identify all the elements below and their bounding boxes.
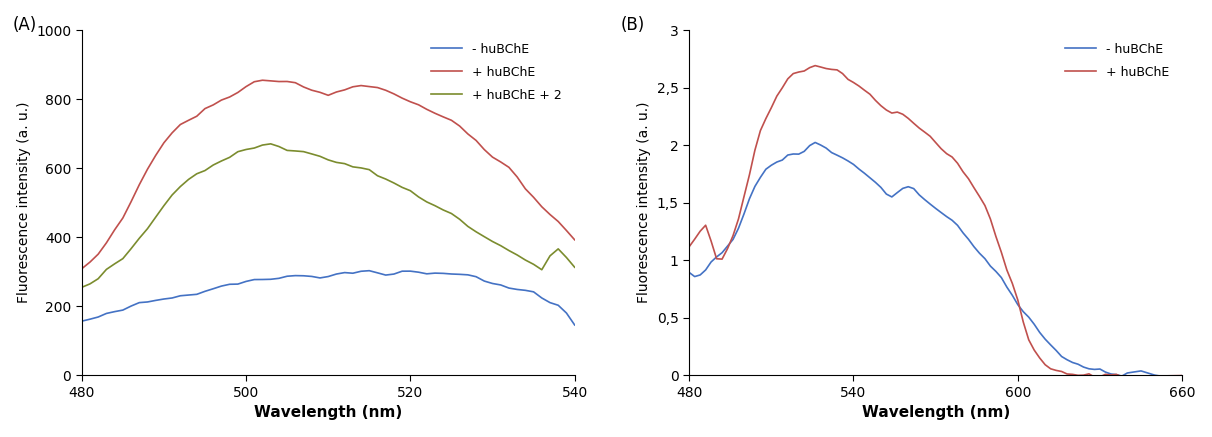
+ huBChE bbox=[917, 129, 932, 135]
- huBChE bbox=[824, 150, 839, 155]
+ huBChE bbox=[173, 122, 188, 127]
+ huBChE bbox=[846, 80, 861, 85]
+ huBChE bbox=[567, 237, 582, 243]
+ huBChE bbox=[1174, 373, 1189, 378]
- huBChE bbox=[362, 268, 377, 273]
+ huBChE + 2 bbox=[567, 265, 582, 270]
- huBChE bbox=[846, 162, 861, 167]
+ huBChE bbox=[189, 114, 204, 119]
+ huBChE bbox=[256, 78, 270, 83]
+ huBChE bbox=[378, 88, 393, 93]
- huBChE bbox=[1161, 375, 1176, 380]
+ huBChE bbox=[1120, 376, 1134, 381]
- huBChE bbox=[378, 272, 393, 277]
Line: + huBChE: + huBChE bbox=[690, 66, 1182, 378]
+ huBChE + 2 bbox=[74, 284, 88, 290]
X-axis label: Wavelength (nm): Wavelength (nm) bbox=[255, 406, 402, 420]
- huBChE bbox=[337, 270, 351, 275]
+ huBChE bbox=[759, 116, 773, 121]
+ huBChE + 2 bbox=[247, 146, 262, 151]
+ huBChE bbox=[247, 79, 262, 84]
- huBChE bbox=[173, 293, 188, 298]
- huBChE bbox=[74, 319, 88, 324]
Line: - huBChE: - huBChE bbox=[690, 142, 1182, 378]
+ huBChE + 2 bbox=[345, 164, 360, 170]
- huBChE bbox=[808, 140, 823, 145]
+ huBChE + 2 bbox=[189, 171, 204, 177]
+ huBChE + 2 bbox=[510, 252, 525, 257]
Y-axis label: Fluorescence intensity (a. u.): Fluorescence intensity (a. u.) bbox=[17, 102, 30, 303]
+ huBChE bbox=[1133, 374, 1148, 379]
- huBChE bbox=[1174, 373, 1189, 378]
+ huBChE + 2 bbox=[263, 141, 278, 146]
X-axis label: Wavelength (nm): Wavelength (nm) bbox=[862, 406, 1010, 420]
Line: + huBChE: + huBChE bbox=[81, 80, 574, 269]
- huBChE bbox=[189, 292, 204, 297]
- huBChE bbox=[917, 197, 932, 202]
Line: + huBChE + 2: + huBChE + 2 bbox=[81, 144, 574, 287]
+ huBChE bbox=[682, 244, 697, 250]
- huBChE bbox=[759, 166, 773, 172]
+ huBChE bbox=[830, 67, 845, 73]
- huBChE bbox=[830, 153, 845, 158]
Text: (A): (A) bbox=[13, 16, 38, 35]
+ huBChE + 2 bbox=[378, 177, 393, 182]
+ huBChE + 2 bbox=[173, 184, 188, 189]
+ huBChE bbox=[510, 174, 525, 180]
+ huBChE bbox=[74, 266, 88, 271]
Legend: - huBChE, + huBChE, + huBChE + 2: - huBChE, + huBChE, + huBChE + 2 bbox=[425, 36, 568, 108]
Text: (B): (B) bbox=[621, 16, 645, 35]
- huBChE bbox=[510, 287, 525, 292]
- huBChE bbox=[1120, 371, 1134, 376]
Y-axis label: Fluorescence intensity (a. u.): Fluorescence intensity (a. u.) bbox=[638, 102, 651, 303]
- huBChE bbox=[682, 270, 697, 275]
+ huBChE bbox=[824, 67, 839, 72]
+ huBChE bbox=[345, 84, 360, 90]
- huBChE bbox=[247, 277, 262, 282]
+ huBChE bbox=[808, 63, 823, 68]
Line: - huBChE: - huBChE bbox=[81, 271, 574, 325]
Legend: - huBChE, + huBChE: - huBChE, + huBChE bbox=[1059, 36, 1176, 85]
- huBChE bbox=[567, 323, 582, 328]
